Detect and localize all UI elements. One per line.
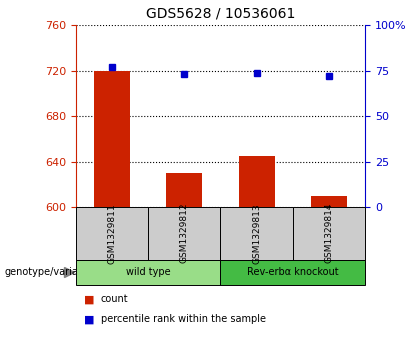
- Text: count: count: [101, 294, 129, 305]
- Bar: [239, 156, 275, 207]
- Text: GSM1329813: GSM1329813: [252, 203, 261, 264]
- Text: percentile rank within the sample: percentile rank within the sample: [101, 314, 266, 325]
- Text: ■: ■: [84, 294, 94, 305]
- Text: wild type: wild type: [126, 267, 171, 277]
- Text: genotype/variation: genotype/variation: [4, 267, 97, 277]
- Text: GSM1329814: GSM1329814: [325, 203, 333, 264]
- Bar: [166, 173, 202, 207]
- Bar: [311, 196, 347, 207]
- Text: GSM1329812: GSM1329812: [180, 203, 189, 264]
- Text: ■: ■: [84, 314, 94, 325]
- Bar: [94, 71, 130, 207]
- Text: GSM1329811: GSM1329811: [108, 203, 116, 264]
- Text: Rev-erbα knockout: Rev-erbα knockout: [247, 267, 339, 277]
- Title: GDS5628 / 10536061: GDS5628 / 10536061: [146, 6, 295, 20]
